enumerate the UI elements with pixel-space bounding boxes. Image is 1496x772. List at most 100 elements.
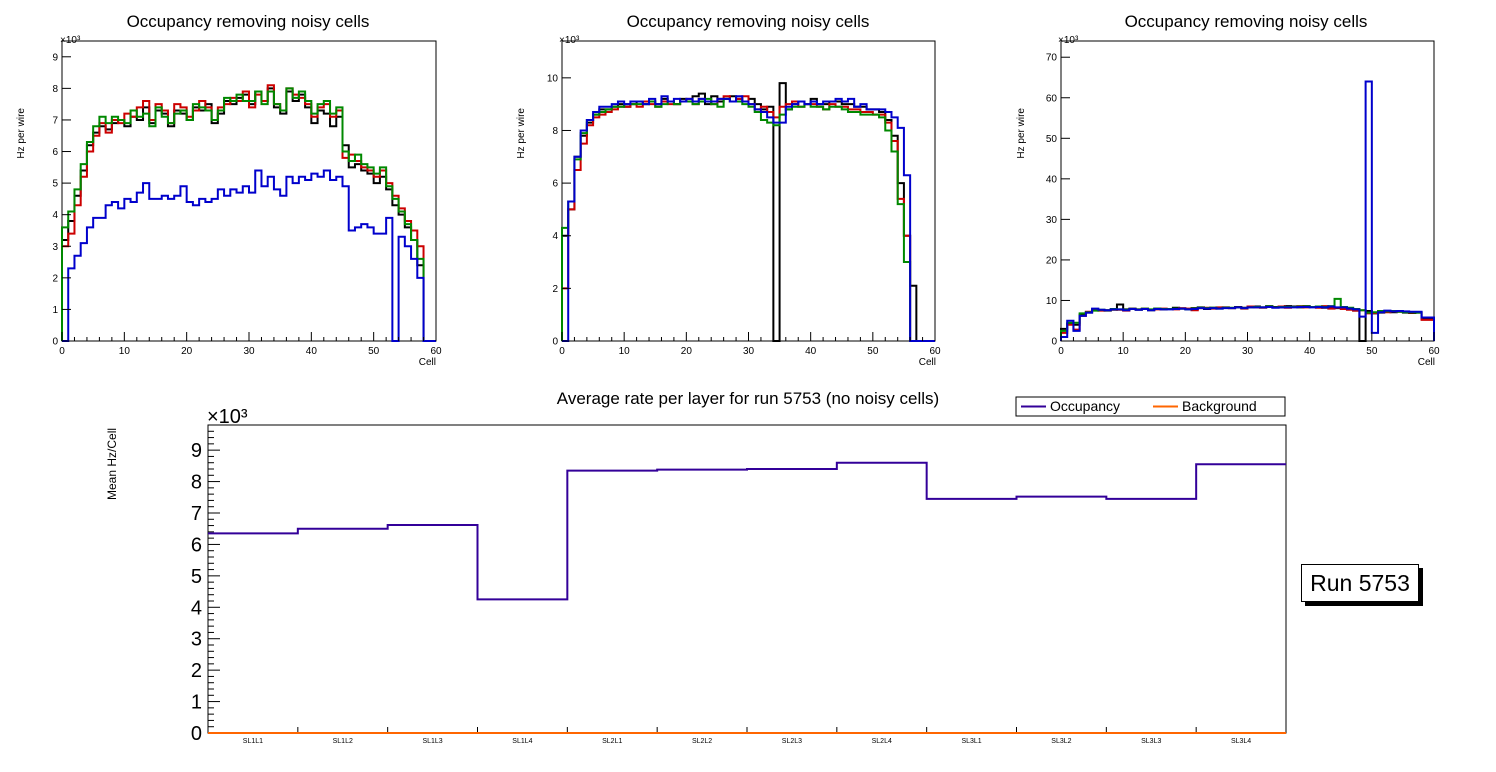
y-tick-label: 8 — [191, 472, 202, 494]
category-label: SL2L3 — [782, 738, 802, 745]
y-tick-label: 5 — [52, 179, 58, 190]
y-tick-label: 2 — [552, 284, 558, 295]
plot-4-frame — [207, 424, 1287, 734]
category-label: SL2L1 — [602, 738, 622, 745]
y-tick-label: 1 — [191, 692, 202, 714]
plot-3-ylabel: Hz per wire — [1016, 108, 1027, 159]
category-label: SL2L4 — [872, 738, 892, 745]
y-tick-label: 9 — [52, 52, 58, 63]
plot-2-series-blue — [562, 95, 935, 342]
y-tick-label: 9 — [191, 440, 202, 462]
plot-2-series-green — [561, 97, 935, 342]
x-tick-label: 10 — [619, 346, 631, 357]
plot-2-title: Occupancy removing noisy cells — [627, 12, 870, 31]
category-label: SL1L1 — [243, 738, 263, 745]
plot-1-xlabel: Cell — [419, 357, 436, 368]
x-tick-label: 40 — [306, 346, 318, 357]
x-tick-label: 60 — [430, 346, 442, 357]
x-tick-label: 30 — [243, 346, 255, 357]
y-tick-label: 6 — [52, 147, 58, 158]
x-tick-label: 30 — [1242, 346, 1254, 357]
y-tick-label: 2 — [191, 660, 202, 682]
y-tick-label: 5 — [191, 566, 202, 588]
plot-3-series-blue — [1060, 80, 1435, 341]
y-tick-label: 30 — [1046, 215, 1058, 226]
legend-occupancy-label: Occupancy — [1050, 398, 1120, 414]
plot-2-ylabel: Hz per wire — [516, 108, 527, 159]
y-tick-label: 0 — [552, 337, 558, 348]
run-label-box: Run 5753 — [1301, 564, 1419, 602]
plot-3: Occupancy removing noisy cells Hz per wi… — [1016, 12, 1440, 368]
plot-1-series-black — [61, 87, 425, 341]
x-tick-label: 20 — [681, 346, 693, 357]
y-tick-label: 20 — [1046, 255, 1058, 266]
plot-3-xlabel: Cell — [1418, 357, 1435, 368]
x-tick-label: 0 — [59, 346, 65, 357]
plot-2-series-red — [561, 95, 935, 342]
y-tick-label: 60 — [1046, 93, 1058, 104]
x-tick-label: 50 — [368, 346, 380, 357]
x-tick-label: 10 — [1118, 346, 1130, 357]
y-tick-label: 4 — [191, 597, 202, 619]
category-label: SL2L2 — [692, 738, 712, 745]
plot-4: Average rate per layer for run 5753 (no … — [105, 389, 1287, 745]
plot-4-title: Average rate per layer for run 5753 (no … — [557, 389, 939, 408]
y-tick-label: 3 — [52, 242, 58, 253]
x-tick-label: 50 — [867, 346, 879, 357]
plot-4-exponent: ×10³ — [207, 406, 248, 428]
y-tick-label: 0 — [52, 337, 58, 348]
y-tick-label: 7 — [52, 115, 58, 126]
y-tick-label: 0 — [1051, 337, 1057, 348]
run-label: Run 5753 — [1310, 569, 1410, 596]
x-tick-label: 20 — [1180, 346, 1192, 357]
category-label: SL3L2 — [1051, 738, 1071, 745]
plot-4-ylabel: Mean Hz/Cell — [105, 428, 119, 500]
y-tick-label: 4 — [52, 210, 58, 221]
x-tick-label: 10 — [119, 346, 131, 357]
plot-4-series-occupancy — [208, 461, 1286, 601]
x-tick-label: 40 — [1304, 346, 1316, 357]
x-tick-label: 50 — [1366, 346, 1378, 357]
category-label: SL3L3 — [1141, 738, 1161, 745]
y-tick-label: 1 — [52, 305, 58, 316]
x-tick-label: 30 — [743, 346, 755, 357]
plot-2: Occupancy removing noisy cells Hz per wi… — [516, 12, 941, 368]
x-tick-label: 40 — [805, 346, 817, 357]
y-tick-label: 7 — [191, 503, 202, 525]
x-tick-label: 0 — [559, 346, 565, 357]
y-tick-label: 6 — [191, 534, 202, 556]
x-tick-label: 20 — [181, 346, 193, 357]
y-tick-label: 6 — [552, 179, 558, 190]
y-tick-label: 10 — [547, 73, 559, 84]
y-tick-label: 4 — [552, 231, 558, 242]
plot-3-title: Occupancy removing noisy cells — [1125, 12, 1368, 31]
y-tick-label: 10 — [1046, 296, 1058, 307]
plot-2-xlabel: Cell — [919, 357, 936, 368]
category-label: SL3L4 — [1231, 738, 1251, 745]
plot-2-series-black — [561, 82, 935, 342]
y-tick-label: 40 — [1046, 174, 1058, 185]
y-tick-label: 50 — [1046, 134, 1058, 145]
plot-1-series-green — [61, 87, 425, 341]
y-tick-label: 0 — [191, 723, 202, 745]
y-tick-label: 8 — [552, 126, 558, 137]
category-label: SL1L3 — [422, 738, 442, 745]
plot-1: Occupancy removing noisy cells Hz per wi… — [16, 12, 442, 368]
y-tick-label: 3 — [191, 629, 202, 651]
x-tick-label: 60 — [1428, 346, 1440, 357]
legend-box — [1015, 396, 1286, 417]
y-tick-label: 70 — [1046, 53, 1058, 64]
category-label: SL3L1 — [961, 738, 981, 745]
y-tick-label: 2 — [52, 273, 58, 284]
y-tick-label: 8 — [52, 84, 58, 95]
x-tick-label: 60 — [929, 346, 941, 357]
plot-1-title: Occupancy removing noisy cells — [127, 12, 370, 31]
category-label: SL1L2 — [333, 738, 353, 745]
legend-background-label: Background — [1182, 398, 1257, 414]
category-label: SL1L4 — [512, 738, 532, 745]
x-tick-label: 0 — [1058, 346, 1064, 357]
plot-1-ylabel: Hz per wire — [16, 108, 27, 159]
plot-1-series-blue — [62, 169, 436, 342]
plot-3-frame — [1060, 40, 1435, 342]
